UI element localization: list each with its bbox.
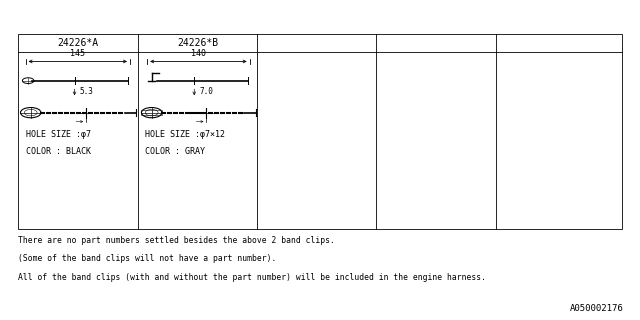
Text: HOLE SIZE :φ7: HOLE SIZE :φ7 [26, 130, 91, 139]
Bar [18, 34, 622, 229]
Text: 24226*A: 24226*A [57, 38, 99, 48]
Text: COLOR : GRAY: COLOR : GRAY [145, 147, 205, 156]
Text: All of the band clips (with and without the part number) will be included in the: All of the band clips (with and without … [18, 273, 486, 282]
Text: COLOR : BLACK: COLOR : BLACK [26, 147, 91, 156]
Bar [141, 110, 162, 115]
Text: There are no part numbers settled besides the above 2 band clips.: There are no part numbers settled beside… [18, 236, 335, 245]
Text: A050002176: A050002176 [570, 304, 624, 313]
Text: 140: 140 [191, 49, 206, 58]
Text: 7.0: 7.0 [200, 87, 213, 96]
Text: 24226*B: 24226*B [177, 38, 218, 48]
Text: 145: 145 [70, 49, 85, 58]
Text: (Some of the band clips will not have a part number).: (Some of the band clips will not have a … [18, 254, 276, 263]
Text: 5.3: 5.3 [80, 87, 93, 96]
Text: HOLE SIZE :φ7×12: HOLE SIZE :φ7×12 [145, 130, 225, 139]
